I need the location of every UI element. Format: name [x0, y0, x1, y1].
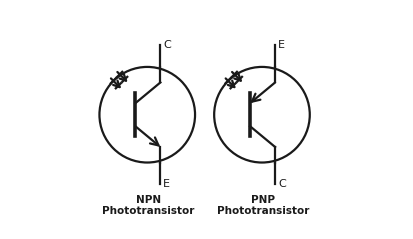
Text: C: C: [277, 179, 285, 189]
Text: E: E: [277, 40, 284, 50]
Text: NPN
Phototransistor: NPN Phototransistor: [102, 195, 194, 216]
Text: C: C: [163, 40, 171, 50]
Text: E: E: [163, 179, 170, 189]
Text: PNP
Phototransistor: PNP Phototransistor: [216, 195, 309, 216]
